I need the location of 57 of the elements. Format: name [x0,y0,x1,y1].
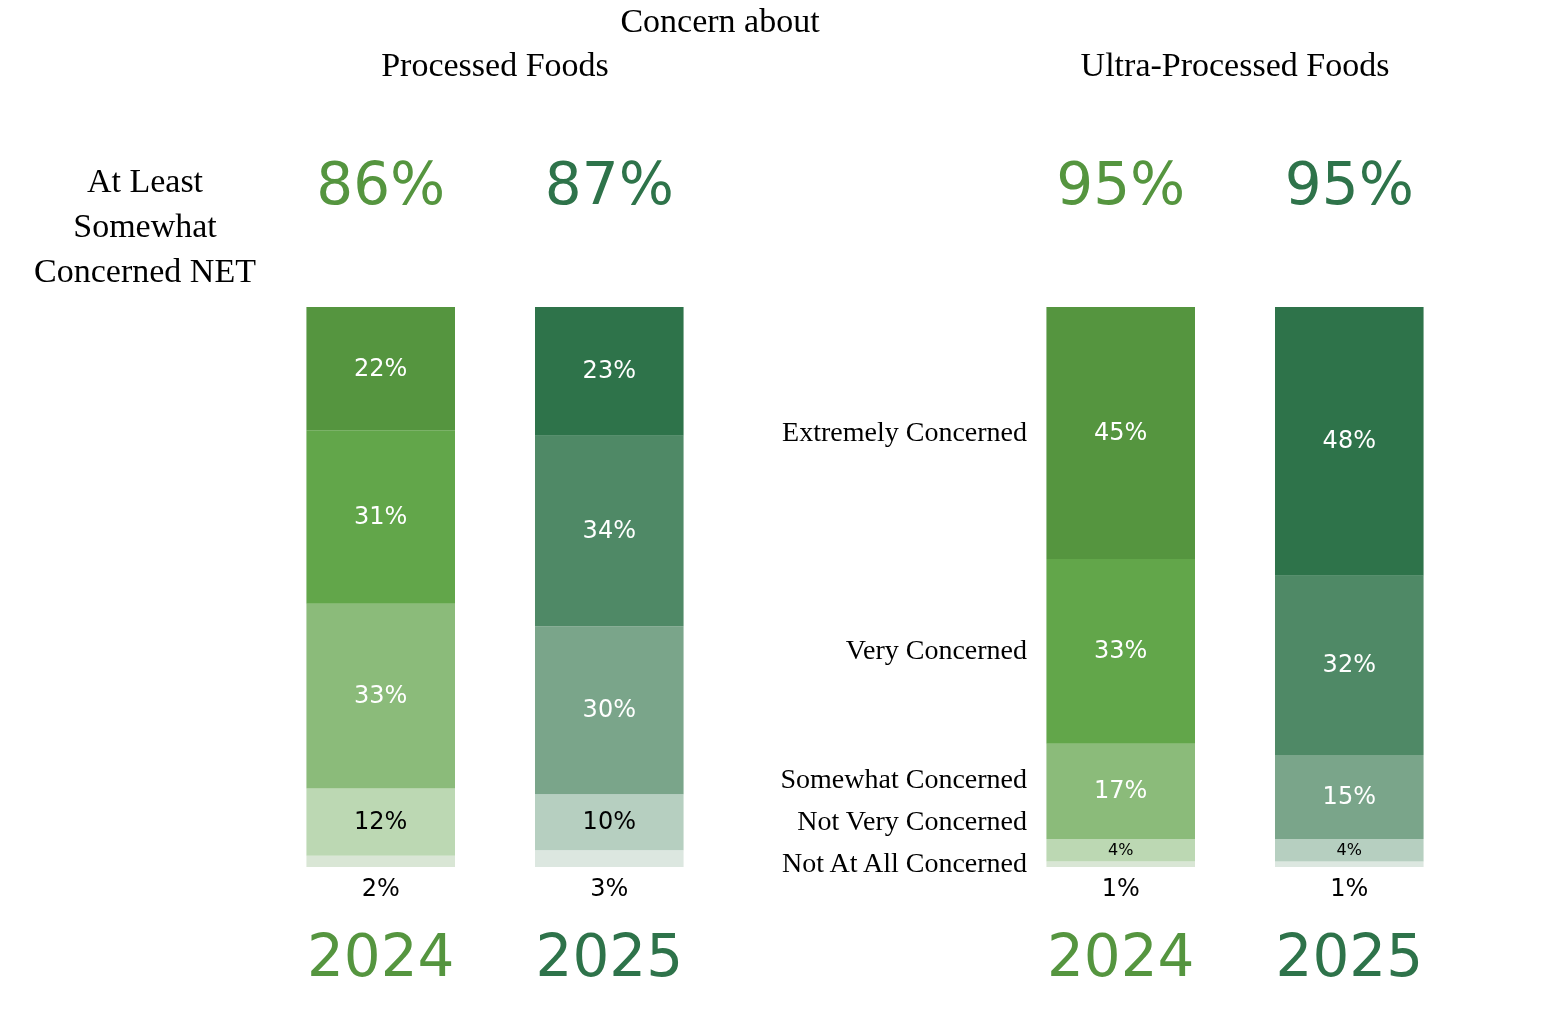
data-label: 1% [1101,874,1140,902]
data-label: 34% [582,516,636,544]
text: At Least Somewhat Concerned NET [34,162,257,289]
series-label: Very Concerned [845,634,1027,666]
x-tick-label: 2024 [306,922,455,990]
bar [306,855,455,867]
bar [535,794,684,851]
bar [535,626,684,795]
bar [1275,307,1424,576]
data-label: 23% [582,356,636,385]
data-label: 15% [1322,782,1376,810]
data-label: 30% [582,695,636,724]
series-label: Extremely Concerned [782,416,1027,447]
text: Concern about [620,2,821,39]
x-tick-label: 2024 [1046,922,1195,990]
text: 95% [1056,150,1186,218]
chart-title: Ultra-Processed Foods [1080,46,1390,83]
data-label: 32% [1322,650,1376,679]
bar [1046,839,1195,862]
data-label: 4% [1336,840,1362,860]
series-label: Not Very Concerned [797,805,1027,837]
data-label: 1% [1330,874,1369,902]
text: 95% [1284,150,1414,218]
bar [535,307,684,436]
bar [1275,861,1424,867]
x-tick-label: 2025 [1275,922,1424,990]
data-label: 3% [590,874,629,902]
bar [1046,743,1195,839]
data-label: 17% [1094,776,1148,805]
text: 87% [544,150,674,218]
bar [535,435,684,627]
data-label: 2% [361,874,400,902]
data-label: 31% [354,502,408,530]
data-label: 45% [1094,418,1148,446]
bar [1046,861,1195,867]
bar [306,788,455,856]
text: 86% [316,150,446,218]
bar [1275,755,1424,839]
bar [306,603,455,789]
data-label: 48% [1322,426,1376,455]
bar [535,850,684,867]
data-label: 22% [354,353,408,382]
bar [306,430,455,604]
data-label: 33% [1094,636,1148,665]
bar [306,307,455,431]
data-label: 33% [354,681,408,710]
data-label: 12% [354,807,408,836]
chart-title: Processed Foods [381,46,609,83]
bar [1046,307,1195,559]
series-label: Somewhat Concerned [780,763,1027,795]
data-label: 4% [1108,840,1134,860]
bar [1275,575,1424,755]
bar [1275,839,1424,862]
data-label: 10% [582,807,636,836]
bar [1046,559,1195,744]
x-tick-label: 2025 [535,922,684,990]
series-label: Not At All Concerned [782,847,1027,879]
